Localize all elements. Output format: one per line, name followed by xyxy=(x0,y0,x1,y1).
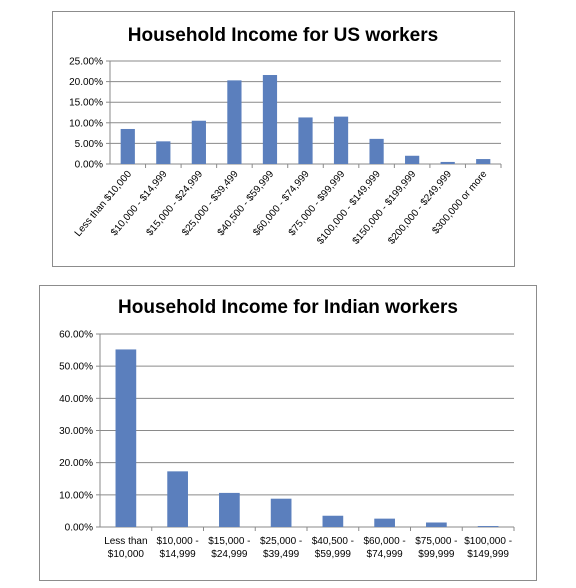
bar xyxy=(426,522,447,527)
x-tick-label: $200,000 - $249,999 xyxy=(386,169,454,247)
y-tick-label: 10.00% xyxy=(59,490,93,501)
y-tick-label: 30.00% xyxy=(59,426,93,437)
bar xyxy=(191,120,206,164)
y-tick-label: 5.00% xyxy=(75,139,103,150)
y-tick-label: 60.00% xyxy=(59,330,93,341)
bar xyxy=(262,75,278,164)
india-income-chart-svg: Household Income for Indian workers 0.00… xyxy=(59,297,515,560)
x-tick-label: $75,000 -$99,999 xyxy=(415,536,457,560)
y-tick-label: 20.00% xyxy=(69,77,103,88)
india-income-chart: Household Income for Indian workers 0.00… xyxy=(39,285,537,581)
bar xyxy=(322,515,344,527)
bar xyxy=(270,498,292,527)
bar xyxy=(476,159,491,164)
y-tick-label: 20.00% xyxy=(59,458,93,469)
bar xyxy=(477,526,499,527)
y-tick-label: 15.00% xyxy=(69,98,103,109)
bar xyxy=(219,492,240,527)
x-tick-label: $150,000 - $199,999 xyxy=(351,169,419,247)
us-income-chart: Household Income for US workers 0.00% 5.0… xyxy=(52,11,515,267)
y-tick-label: 0.00% xyxy=(65,523,93,534)
bar xyxy=(115,349,137,527)
bar xyxy=(167,471,188,527)
bar xyxy=(369,138,384,164)
x-tick-label: Less than $10,000 xyxy=(104,536,147,560)
y-tick-label: 50.00% xyxy=(59,362,93,373)
x-tick-label: $25,000 -$39,499 xyxy=(260,536,302,560)
bar xyxy=(333,116,349,164)
bar xyxy=(120,128,135,164)
bar xyxy=(405,155,420,164)
y-tick-label: 10.00% xyxy=(69,118,103,129)
x-tick-label: $40,500 -$59,999 xyxy=(312,536,354,560)
bar xyxy=(440,161,455,164)
x-tick-label: $100,000 - $149,999 xyxy=(315,169,383,247)
x-tick-label: $15,000 -$24,999 xyxy=(208,536,250,560)
y-tick-label: 40.00% xyxy=(59,394,93,405)
x-tick-label: $10,000 -$14,999 xyxy=(156,536,198,560)
y-tick-label: 0.00% xyxy=(75,160,103,171)
bar xyxy=(227,80,242,164)
us-income-chart-svg: Household Income for US workers 0.00% 5.0… xyxy=(69,25,502,247)
x-tick-label: $60,000 -$74,999 xyxy=(363,536,405,560)
x-tick-label: $100,000 -$149,999 xyxy=(464,536,512,560)
chart-title: Household Income for Indian workers xyxy=(118,297,458,318)
bar xyxy=(374,518,395,527)
y-tick-label: 25.00% xyxy=(69,57,103,68)
bar xyxy=(298,117,313,164)
bar xyxy=(156,141,171,164)
chart-title: Household Income for US workers xyxy=(128,25,438,46)
